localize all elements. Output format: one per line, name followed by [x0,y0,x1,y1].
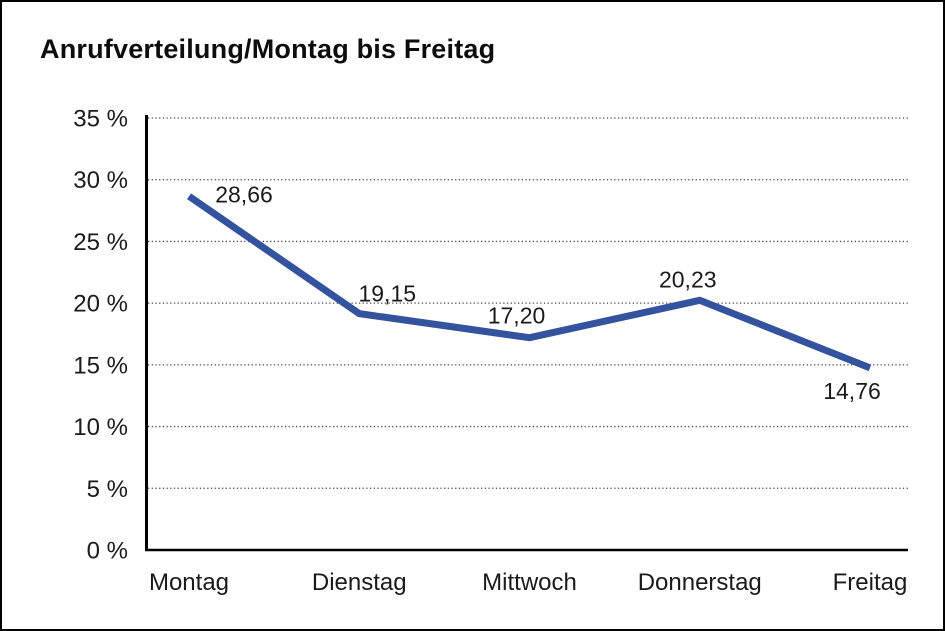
x-axis-category-label: Dienstag [312,569,407,596]
x-axis-category-label: Montag [149,569,229,596]
x-axis-category-label: Freitag [833,569,908,596]
y-axis-tick-label: 5 % [87,476,128,503]
data-point-label: 20,23 [659,266,717,292]
y-axis-tick-label: 15 % [73,352,128,379]
x-axis-category-label: Donnerstag [638,569,762,596]
data-line [187,193,872,372]
y-axis-tick-label: 30 % [73,167,128,194]
data-point-label: 14,76 [823,378,881,404]
y-axis-tick-label: 10 % [73,414,128,441]
y-axis-tick-label: 25 % [73,229,128,256]
y-axis-tick-label: 0 % [87,538,128,565]
y-axis-tick-label: 20 % [73,291,128,318]
y-axis-tick-label: 35 % [73,106,128,133]
data-point-label: 19,15 [358,281,416,307]
chart-title: Anrufverteilung/Montag bis Freitag [40,34,496,64]
x-axis-category-label: Mittwoch [482,569,577,596]
data-point-label: 17,20 [488,303,546,329]
data-point-label: 28,66 [215,181,273,207]
